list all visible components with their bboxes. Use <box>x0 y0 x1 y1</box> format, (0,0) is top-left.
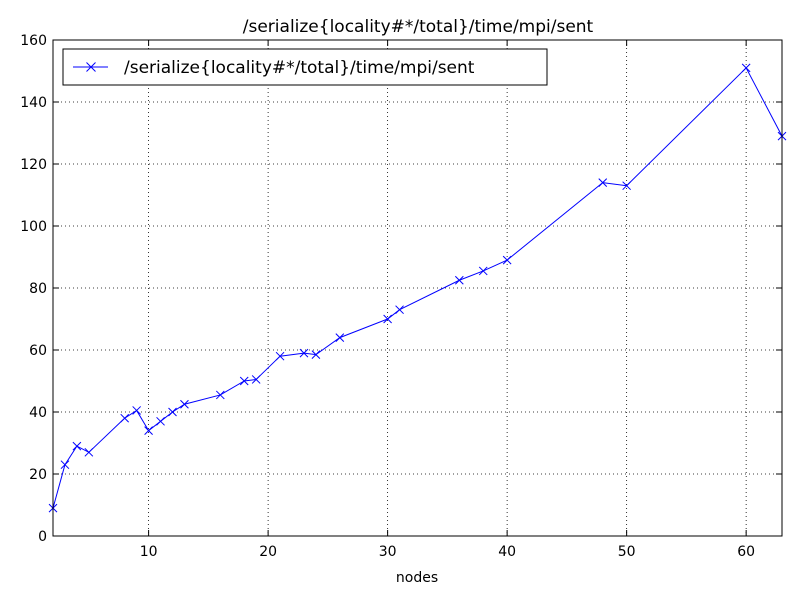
data-point <box>598 178 608 187</box>
data-point <box>156 416 165 426</box>
data-point <box>168 407 177 417</box>
x-tick-label: 20 <box>259 544 277 560</box>
x-tick-label: 50 <box>618 544 636 560</box>
x-tick-label: 60 <box>737 544 755 560</box>
data-point <box>144 426 153 435</box>
data-point <box>395 305 404 315</box>
y-tick-label: 120 <box>20 157 47 173</box>
legend: /serialize{locality#*/total}/time/mpi/se… <box>62 48 548 86</box>
y-tick-label: 60 <box>29 343 47 359</box>
x-tick-labels: 10 20 30 40 50 60 <box>140 544 755 560</box>
x-axis-label: nodes <box>396 570 438 586</box>
data-point <box>239 376 249 386</box>
data-point <box>454 275 464 285</box>
data-point <box>275 351 285 361</box>
data-point <box>60 460 70 470</box>
series-layer <box>48 63 787 513</box>
x-tick-label: 30 <box>379 544 397 560</box>
data-point <box>622 181 631 191</box>
y-tick-label: 40 <box>29 405 47 421</box>
data-point <box>311 350 321 360</box>
data-point <box>335 333 345 342</box>
grid-lines <box>53 40 782 536</box>
data-point <box>120 413 130 423</box>
y-tick-label: 20 <box>29 467 47 483</box>
x-tick-label: 40 <box>498 544 516 560</box>
legend-entry-label: /serialize{locality#*/total}/time/mpi/se… <box>124 58 475 78</box>
legend-box <box>62 48 548 86</box>
y-tick-label: 80 <box>29 281 47 297</box>
y-tick-label: 160 <box>20 33 47 49</box>
data-point <box>215 390 225 400</box>
y-tick-labels: 0 20 40 60 80 100 120 140 160 <box>20 33 47 545</box>
tick-marks <box>53 39 782 537</box>
data-point <box>72 441 82 451</box>
data-point <box>180 399 189 409</box>
data-point <box>299 348 309 358</box>
legend-marker-sample <box>86 62 96 72</box>
chart-title: /serialize{locality#*/total}/time/mpi/se… <box>243 17 594 37</box>
x-tick-label: 10 <box>140 544 158 560</box>
data-point <box>502 255 512 265</box>
data-point <box>251 375 261 384</box>
data-point <box>84 447 94 457</box>
y-tick-label: 140 <box>20 95 47 111</box>
y-tick-label: 100 <box>20 219 47 235</box>
data-point <box>132 406 142 415</box>
y-tick-label: 0 <box>38 529 47 545</box>
data-point <box>478 266 488 276</box>
data-point <box>383 314 392 324</box>
data-point <box>741 63 751 73</box>
